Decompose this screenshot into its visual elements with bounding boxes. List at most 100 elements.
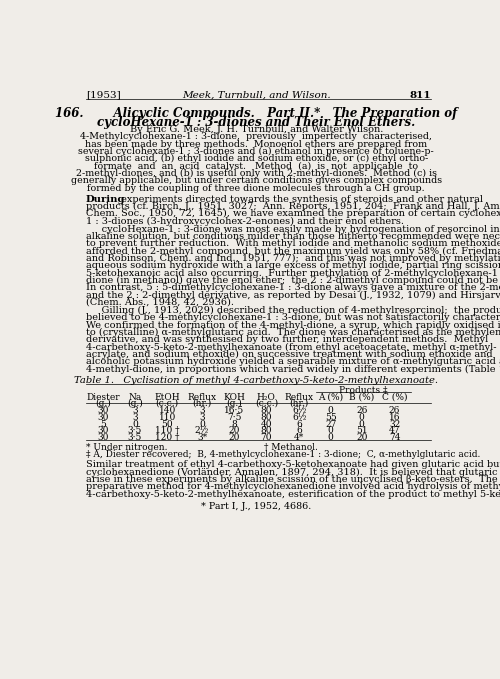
Text: 3*: 3* [197, 433, 207, 443]
Text: 5: 5 [100, 420, 106, 428]
Text: 811: 811 [409, 91, 430, 100]
Text: 166.      Alicyclic Compounds.   Part II.*   The Preparation of: 166. Alicyclic Compounds. Part II.* The … [55, 107, 458, 120]
Text: 26: 26 [389, 405, 400, 415]
Text: afforded the 2-methyl compound, but the maximum yield was only 58% (cf. Friedman: afforded the 2-methyl compound, but the … [86, 246, 500, 256]
Text: 110 †: 110 † [155, 426, 180, 435]
Text: 6½: 6½ [292, 405, 306, 415]
Text: 6: 6 [296, 426, 302, 435]
Text: 20: 20 [229, 426, 240, 435]
Text: 8: 8 [232, 420, 237, 428]
Text: acrylate, and sodium ethoxide) on successive treatment with sodium ethoxide and: acrylate, and sodium ethoxide) on succes… [86, 350, 492, 359]
Text: 27: 27 [325, 420, 336, 428]
Text: Chem. Soc., 1950, 72, 1645), we have examined the preparation of certain cyclohe: Chem. Soc., 1950, 72, 1645), we have exa… [86, 209, 500, 219]
Text: 0: 0 [328, 426, 334, 435]
Text: 6½: 6½ [292, 413, 306, 422]
Text: 3: 3 [199, 405, 205, 415]
Text: 3: 3 [199, 413, 205, 422]
Text: 3: 3 [132, 413, 138, 422]
Text: 140: 140 [158, 405, 176, 415]
Text: 4-Methylcyclohexane-1 : 3-dione,  previously  imperfectly  characterised,: 4-Methylcyclohexane-1 : 3-dione, previou… [80, 132, 432, 141]
Text: (c.c.): (c.c.) [156, 399, 178, 407]
Text: to (crystalline) α-methylglutaric acid.  The dione was characterised as the meth: to (crystalline) α-methylglutaric acid. … [86, 328, 500, 337]
Text: 80: 80 [260, 413, 272, 422]
Text: 16·5: 16·5 [224, 405, 244, 415]
Text: B (%): B (%) [349, 392, 374, 401]
Text: 30: 30 [98, 426, 109, 435]
Text: * Part I, J., 1952, 4686.: * Part I, J., 1952, 4686. [201, 502, 312, 511]
Text: and the 2 : 2-dimethyl derivative, as reported by Desai (J., 1932, 1079) and Hir: and the 2 : 2-dimethyl derivative, as re… [86, 291, 500, 299]
Text: Reflux: Reflux [284, 392, 314, 401]
Text: has been made by three methods.  Monoenol ethers are prepared from: has been made by three methods. Monoenol… [85, 140, 427, 149]
Text: 20: 20 [229, 433, 240, 443]
Text: 16: 16 [389, 413, 400, 422]
Text: Reflux: Reflux [188, 392, 216, 401]
Text: (c.c.): (c.c.) [255, 399, 278, 407]
Text: 50: 50 [162, 420, 173, 428]
Text: 30: 30 [98, 405, 109, 415]
Text: 32: 32 [389, 420, 400, 428]
Text: Gilling (J., 1913, 2029) described the reduction of 4-methylresorcinol;  the pro: Gilling (J., 1913, 2029) described the r… [86, 306, 500, 315]
Text: 55: 55 [325, 413, 336, 422]
Text: formed by the coupling of three dione molecules through a CH group.: formed by the coupling of three dione mo… [88, 183, 425, 193]
Text: 0: 0 [328, 405, 334, 415]
Text: 110: 110 [158, 413, 176, 422]
Text: 0: 0 [328, 433, 334, 443]
Text: and Robinson, Chem. and Ind., 1951, 777);  and this was not improved by methylat: and Robinson, Chem. and Ind., 1951, 777)… [86, 254, 500, 263]
Text: During: During [86, 195, 125, 204]
Text: sulphonic acid, (b) ethyl iodide and sodium ethoxide, or (c) ethyl ortho-: sulphonic acid, (b) ethyl iodide and sod… [84, 154, 428, 164]
Text: Diester: Diester [86, 392, 120, 401]
Text: 120 †: 120 † [155, 433, 180, 443]
Text: 0: 0 [199, 420, 205, 428]
Text: generally applicable, but under certain conditions gives complex compounds: generally applicable, but under certain … [70, 176, 442, 185]
Text: H₂O: H₂O [257, 392, 276, 401]
Text: 5-ketohexanoic acid also occurring.  Further methylation of 2-methylcyclohexane-: 5-ketohexanoic acid also occurring. Furt… [86, 269, 500, 278]
Text: 0: 0 [359, 413, 364, 422]
Text: Similar treatment of ethyl 4-carbethoxy-5-ketohexanoate had given glutaric acid : Similar treatment of ethyl 4-carbethoxy-… [86, 460, 500, 469]
Text: 7·5: 7·5 [228, 413, 242, 422]
Text: 30: 30 [98, 433, 109, 443]
Text: 30: 30 [98, 413, 109, 422]
Text: 1 : 3-diones (3-hydroxycyclohex-2-enones) and their enol ethers.: 1 : 3-diones (3-hydroxycyclohex-2-enones… [86, 217, 404, 225]
Text: C (%): C (%) [382, 392, 407, 401]
Text: (hr.): (hr.) [290, 399, 309, 407]
Text: (hr.): (hr.) [192, 399, 212, 407]
Text: 0: 0 [132, 420, 138, 428]
Text: Table 1.   Cyclisation of methyl 4-carbethoxy-5-keto-2-methylhexanoate.: Table 1. Cyclisation of methyl 4-carbeth… [74, 375, 438, 384]
Text: derivative, and was synthesised by two further, interdependent methods.  Methyl: derivative, and was synthesised by two f… [86, 335, 488, 344]
Text: aqueous sodium hydroxide with a large excess of methyl iodide, partial ring scis: aqueous sodium hydroxide with a large ex… [86, 261, 500, 270]
Text: 6: 6 [296, 420, 302, 428]
Text: In contrast, 5 : 5-dimethylcyclohexane-1 : 3-dione always gave a mixture of the : In contrast, 5 : 5-dimethylcyclohexane-1… [86, 283, 500, 292]
Text: cycloHexane-1 : 3-dione was most easily made by hydrogenation of resorcinol in: cycloHexane-1 : 3-dione was most easily … [86, 225, 500, 234]
Text: 4-carbethoxy-5-keto-2-methylhexanoate, esterification of the product to methyl 5: 4-carbethoxy-5-keto-2-methylhexanoate, e… [86, 490, 500, 498]
Text: 2-methyl-diones, and (b) is useful only with 2-methyl-diones.  Method (c) is: 2-methyl-diones, and (b) is useful only … [76, 169, 437, 178]
Text: 70: 70 [260, 433, 272, 443]
Text: (g.): (g.) [226, 399, 242, 408]
Text: 51: 51 [356, 426, 368, 435]
Text: 3·5: 3·5 [128, 426, 142, 435]
Text: 4*: 4* [294, 433, 304, 443]
Text: We confirmed the formation of the 4-methyl-dione, a syrup, which rapidly oxidise: We confirmed the formation of the 4-meth… [86, 320, 500, 329]
Text: 2½: 2½ [195, 426, 209, 435]
Text: 40: 40 [260, 420, 272, 428]
Text: cyclohexanedione (Vorländer, Annalen, 1897, 294, 318).  It is believed that glut: cyclohexanedione (Vorländer, Annalen, 18… [86, 468, 500, 477]
Text: A (%): A (%) [318, 392, 343, 401]
Text: to prevent further reduction.  With methyl iodide and methanolic sodium methoxid: to prevent further reduction. With methy… [86, 239, 500, 249]
Text: (g.): (g.) [96, 399, 111, 408]
Text: dione (in methanol) gave the enol ether;  the 2 : 2-dimethyl compound could not : dione (in methanol) gave the enol ether;… [86, 276, 500, 285]
Text: KOH: KOH [224, 392, 246, 401]
Text: 3·5: 3·5 [128, 433, 142, 443]
Text: [1953]: [1953] [86, 91, 120, 100]
Text: 3: 3 [132, 405, 138, 415]
Text: (g.): (g.) [127, 399, 143, 408]
Text: formate  and  an  acid  catalyst.   Method  (a)  is  not  applicable  to: formate and an acid catalyst. Method (a)… [94, 162, 418, 170]
Text: products (cf. Birch, J., 1951, 3027;  Ann. Reports, 1951, 204;  Frank and Hall, : products (cf. Birch, J., 1951, 3027; Ann… [86, 202, 500, 211]
Text: 0: 0 [359, 420, 364, 428]
Text: several cyclohexane-1 : 3-diones and (a) ethanol in presence of toluene-p-: several cyclohexane-1 : 3-diones and (a)… [78, 147, 434, 156]
Text: 4-methyl-dione, in proportions which varied widely in different experiments (Tab: 4-methyl-dione, in proportions which var… [86, 365, 500, 373]
Text: EtOH: EtOH [154, 392, 180, 401]
Text: (Chem. Abs., 1948, 42, 2936).: (Chem. Abs., 1948, 42, 2936). [86, 298, 234, 307]
Text: believed to be 4-methylcyclohexane-1 : 3-dione, but was not satisfactorily chara: believed to be 4-methylcyclohexane-1 : 3… [86, 313, 500, 323]
Text: 26: 26 [356, 405, 368, 415]
Text: Na: Na [128, 392, 141, 401]
Text: By Eric G. Meek, J. H. Turnbull, and Walter Wilson.: By Eric G. Meek, J. H. Turnbull, and Wal… [130, 125, 383, 134]
